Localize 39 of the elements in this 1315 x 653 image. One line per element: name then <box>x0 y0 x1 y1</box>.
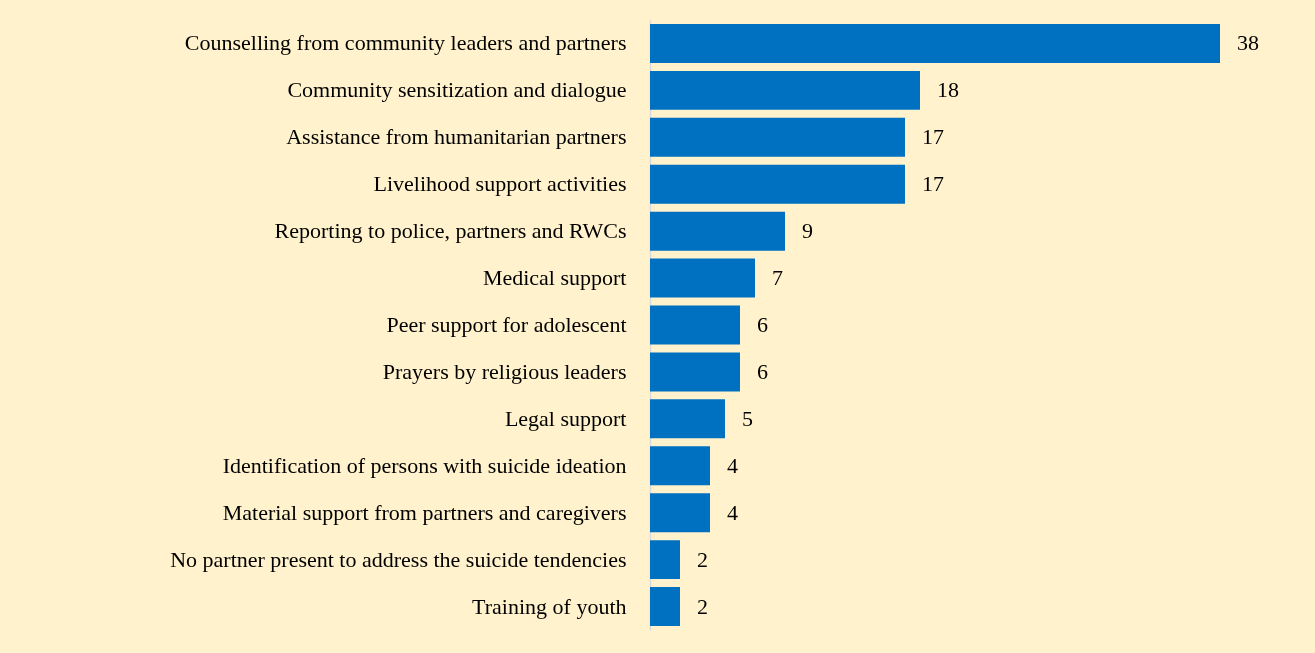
data-label: 2 <box>697 593 708 619</box>
bar <box>650 70 920 110</box>
bar <box>650 352 740 392</box>
bar <box>650 164 905 204</box>
y-tick-label: Livelihood support activities <box>373 171 627 197</box>
y-tick-label: Legal support <box>504 405 627 431</box>
data-label: 17 <box>922 171 944 197</box>
bar <box>650 540 680 580</box>
bar <box>650 446 710 486</box>
y-tick-label: Training of youth <box>472 593 627 619</box>
bar <box>650 587 680 627</box>
data-label: 4 <box>727 452 738 478</box>
data-label: 6 <box>757 312 768 337</box>
y-tick-label: Counselling from community leaders and partners <box>184 30 627 56</box>
data-label: 7 <box>772 265 783 291</box>
y-tick-label: Assistance from humanitarian partners <box>286 124 627 150</box>
y-tick-label: Identification of persons with suicide ideation <box>222 452 627 478</box>
data-label: 9 <box>802 218 813 244</box>
y-tick-label: Community sensitization and dialogue <box>287 77 627 103</box>
y-tick-label: Peer support for adolescent <box>386 312 627 337</box>
data-label: 6 <box>757 358 768 384</box>
data-label: 4 <box>727 499 738 525</box>
data-label: 17 <box>922 124 944 150</box>
bar <box>650 211 785 251</box>
data-label: 18 <box>937 77 959 103</box>
bar <box>650 117 905 157</box>
bar <box>650 493 710 533</box>
y-tick-label: Reporting to police, partners and RWCs <box>274 218 627 244</box>
bar <box>650 23 1220 63</box>
data-label: 38 <box>1237 30 1259 56</box>
bar <box>650 305 740 345</box>
y-tick-label: No partner present to address the suicide tendencies <box>170 546 627 572</box>
data-label: 5 <box>742 405 753 431</box>
bar <box>650 399 725 439</box>
y-tick-label: Material support from partners and caregivers <box>222 499 627 525</box>
bar <box>650 258 755 298</box>
y-tick-label: Prayers by religious leaders <box>382 358 627 384</box>
data-label: 2 <box>697 546 708 572</box>
y-tick-label: Medical support <box>482 265 627 291</box>
